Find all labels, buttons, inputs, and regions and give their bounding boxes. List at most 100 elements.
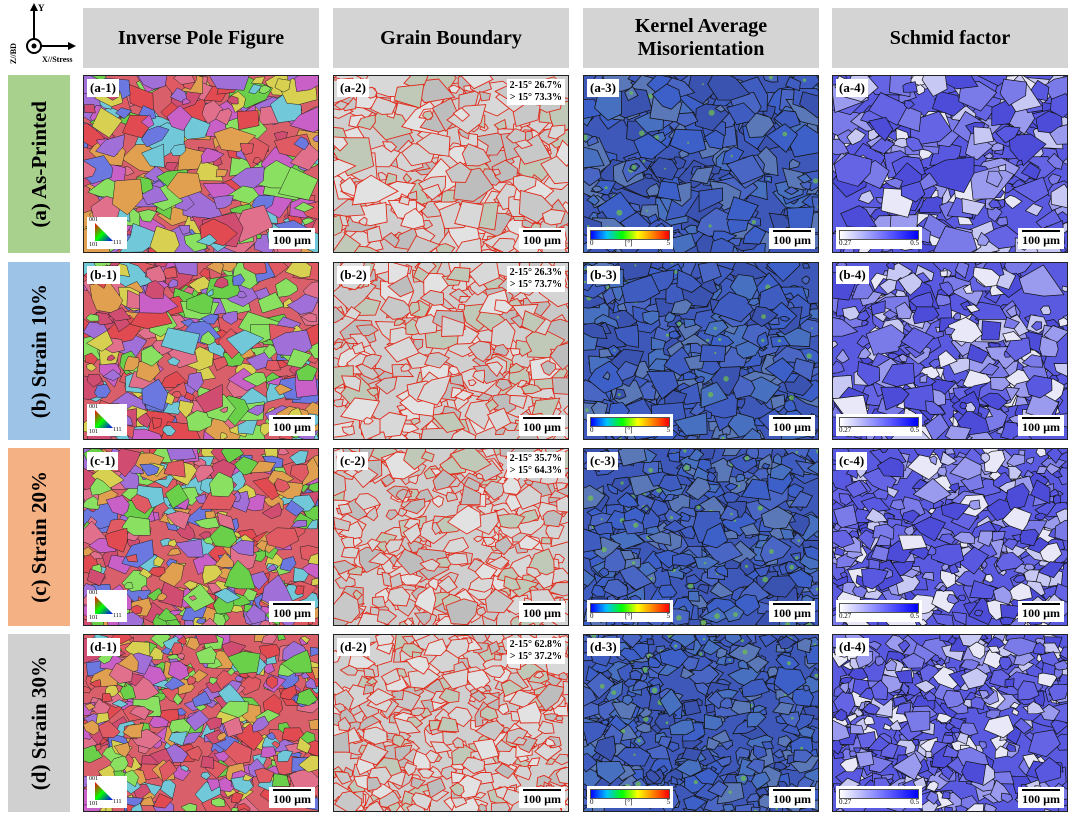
scale-bar: 100 µm bbox=[769, 228, 815, 249]
panel-label: (c-1) bbox=[87, 452, 119, 470]
boundary-fraction: > 15° 37.2% bbox=[509, 651, 562, 662]
map-texture bbox=[584, 263, 818, 439]
map-panel: (b-3) 100 µm 0 [°] 5 bbox=[583, 262, 819, 440]
scale-line bbox=[523, 230, 561, 232]
colorbar-label: 5 bbox=[666, 426, 671, 434]
scale-line bbox=[773, 789, 811, 791]
ipf-triangle bbox=[95, 782, 113, 800]
colorbar-label: [°] bbox=[625, 426, 633, 434]
scale-bar: 100 µm bbox=[269, 601, 315, 622]
colorbar-label: 0.5 bbox=[910, 426, 919, 434]
map-panel: (a-3) 100 µm 0 [°] 5 bbox=[583, 75, 819, 253]
scale-text: 100 µm bbox=[773, 792, 811, 806]
boundary-fractions: 2-15° 26.7% > 15° 73.3% bbox=[506, 79, 565, 105]
scale-text: 100 µm bbox=[773, 233, 811, 247]
scale-text: 100 µm bbox=[773, 420, 811, 434]
panel-label: (b-4) bbox=[836, 266, 869, 284]
scale-text: 100 µm bbox=[523, 606, 561, 620]
ipf-label: 001 bbox=[89, 776, 98, 782]
map-panel: (d-2) 100 µm 2-15° 62.8% > 15° 37.2% bbox=[333, 634, 569, 812]
scale-line bbox=[773, 417, 811, 419]
map-texture bbox=[84, 449, 318, 625]
scale-line bbox=[1022, 230, 1060, 232]
axis-icon: Y Z//BD X//Stress bbox=[9, 3, 76, 64]
colorbar-label: 0.5 bbox=[910, 612, 919, 620]
scale-text: 100 µm bbox=[523, 420, 561, 434]
scale-bar: 100 µm bbox=[519, 601, 565, 622]
scale-text: 100 µm bbox=[273, 606, 311, 620]
ipf-triangle bbox=[95, 596, 113, 614]
panel-label: (b-3) bbox=[587, 266, 620, 284]
scale-bar: 100 µm bbox=[769, 415, 815, 436]
colorbar-label: [°] bbox=[625, 239, 633, 247]
color-gradient bbox=[839, 417, 919, 427]
panel-label: (d-4) bbox=[836, 638, 869, 656]
ipf-label: 111 bbox=[113, 427, 122, 433]
ipf-legend: 001 101 111 bbox=[87, 590, 127, 622]
panel-label: (c-2) bbox=[337, 452, 369, 470]
map-panel: (d-4) 100 µm 0.27 0.5 bbox=[832, 634, 1068, 812]
map-panel: (a-4) 100 µm 0.27 0.5 bbox=[832, 75, 1068, 253]
ipf-triangle bbox=[95, 223, 113, 241]
panel-label: (d-3) bbox=[587, 638, 620, 656]
scale-bar: 100 µm bbox=[1018, 601, 1064, 622]
ipf-legend: 001 101 111 bbox=[87, 217, 127, 249]
panel-label: (d-1) bbox=[87, 638, 120, 656]
colorbar-label: 0.27 bbox=[839, 612, 852, 620]
map-texture bbox=[334, 263, 568, 439]
ipf-legend: 001 101 111 bbox=[87, 776, 127, 808]
scale-bar: 100 µm bbox=[769, 601, 815, 622]
boundary-fraction: 2-15° 26.7% bbox=[509, 80, 562, 91]
map-texture bbox=[334, 449, 568, 625]
panel-label: (a-3) bbox=[587, 79, 619, 97]
scale-bar: 100 µm bbox=[1018, 787, 1064, 808]
color-gradient bbox=[839, 789, 919, 799]
scale-line bbox=[1022, 417, 1060, 419]
color-bar: 0 [°] 5 bbox=[587, 786, 673, 808]
ipf-label: 101 bbox=[89, 429, 98, 435]
scale-line bbox=[1022, 603, 1060, 605]
scale-bar: 100 µm bbox=[1018, 228, 1064, 249]
ipf-label: 001 bbox=[89, 404, 98, 410]
scale-text: 100 µm bbox=[523, 792, 561, 806]
boundary-fraction: > 15° 73.3% bbox=[509, 92, 562, 103]
color-bar: 0 [°] 5 bbox=[587, 414, 673, 436]
axis-z: Z//BD bbox=[9, 43, 18, 64]
row-label-text: (c) Strain 20% bbox=[26, 471, 51, 603]
map-panel: (a-1) 100 µm 001 101 111 bbox=[83, 75, 319, 253]
color-gradient bbox=[590, 417, 670, 427]
scale-bar: 100 µm bbox=[519, 787, 565, 808]
color-bar: 0 [°] 5 bbox=[587, 227, 673, 249]
map-panel: (d-3) 100 µm 0 [°] 5 bbox=[583, 634, 819, 812]
colorbar-label: [°] bbox=[625, 798, 633, 806]
scale-text: 100 µm bbox=[523, 233, 561, 247]
scale-line bbox=[273, 789, 311, 791]
panel-label: (d-2) bbox=[337, 638, 370, 656]
scale-text: 100 µm bbox=[273, 233, 311, 247]
colorbar-label: 0 bbox=[590, 426, 594, 434]
boundary-fraction: > 15° 64.3% bbox=[509, 465, 562, 476]
scale-bar: 100 µm bbox=[269, 787, 315, 808]
scale-bar: 100 µm bbox=[769, 787, 815, 808]
ipf-label: 001 bbox=[89, 590, 98, 596]
colorbar-label: 0.27 bbox=[839, 239, 852, 247]
column-header: Schmid factor bbox=[832, 8, 1068, 68]
scale-line bbox=[773, 230, 811, 232]
scale-line bbox=[523, 789, 561, 791]
ipf-label: 101 bbox=[89, 801, 98, 807]
colorbar-label: 0.5 bbox=[910, 798, 919, 806]
colorbar-label: 0 bbox=[590, 612, 594, 620]
column-header: Inverse Pole Figure bbox=[83, 8, 319, 68]
map-panel: (d-1) 100 µm 001 101 111 bbox=[83, 634, 319, 812]
row-label-text: (d) Strain 30% bbox=[26, 655, 51, 791]
color-gradient bbox=[839, 603, 919, 613]
scale-line bbox=[273, 230, 311, 232]
scale-bar: 100 µm bbox=[269, 228, 315, 249]
ipf-legend: 001 101 111 bbox=[87, 404, 127, 436]
ipf-triangle bbox=[95, 410, 113, 428]
axis-y: Y bbox=[38, 3, 45, 13]
panel-label: (b-2) bbox=[337, 266, 370, 284]
map-panel: (c-4) 100 µm 0.27 0.5 bbox=[832, 448, 1068, 626]
map-texture bbox=[84, 76, 318, 252]
